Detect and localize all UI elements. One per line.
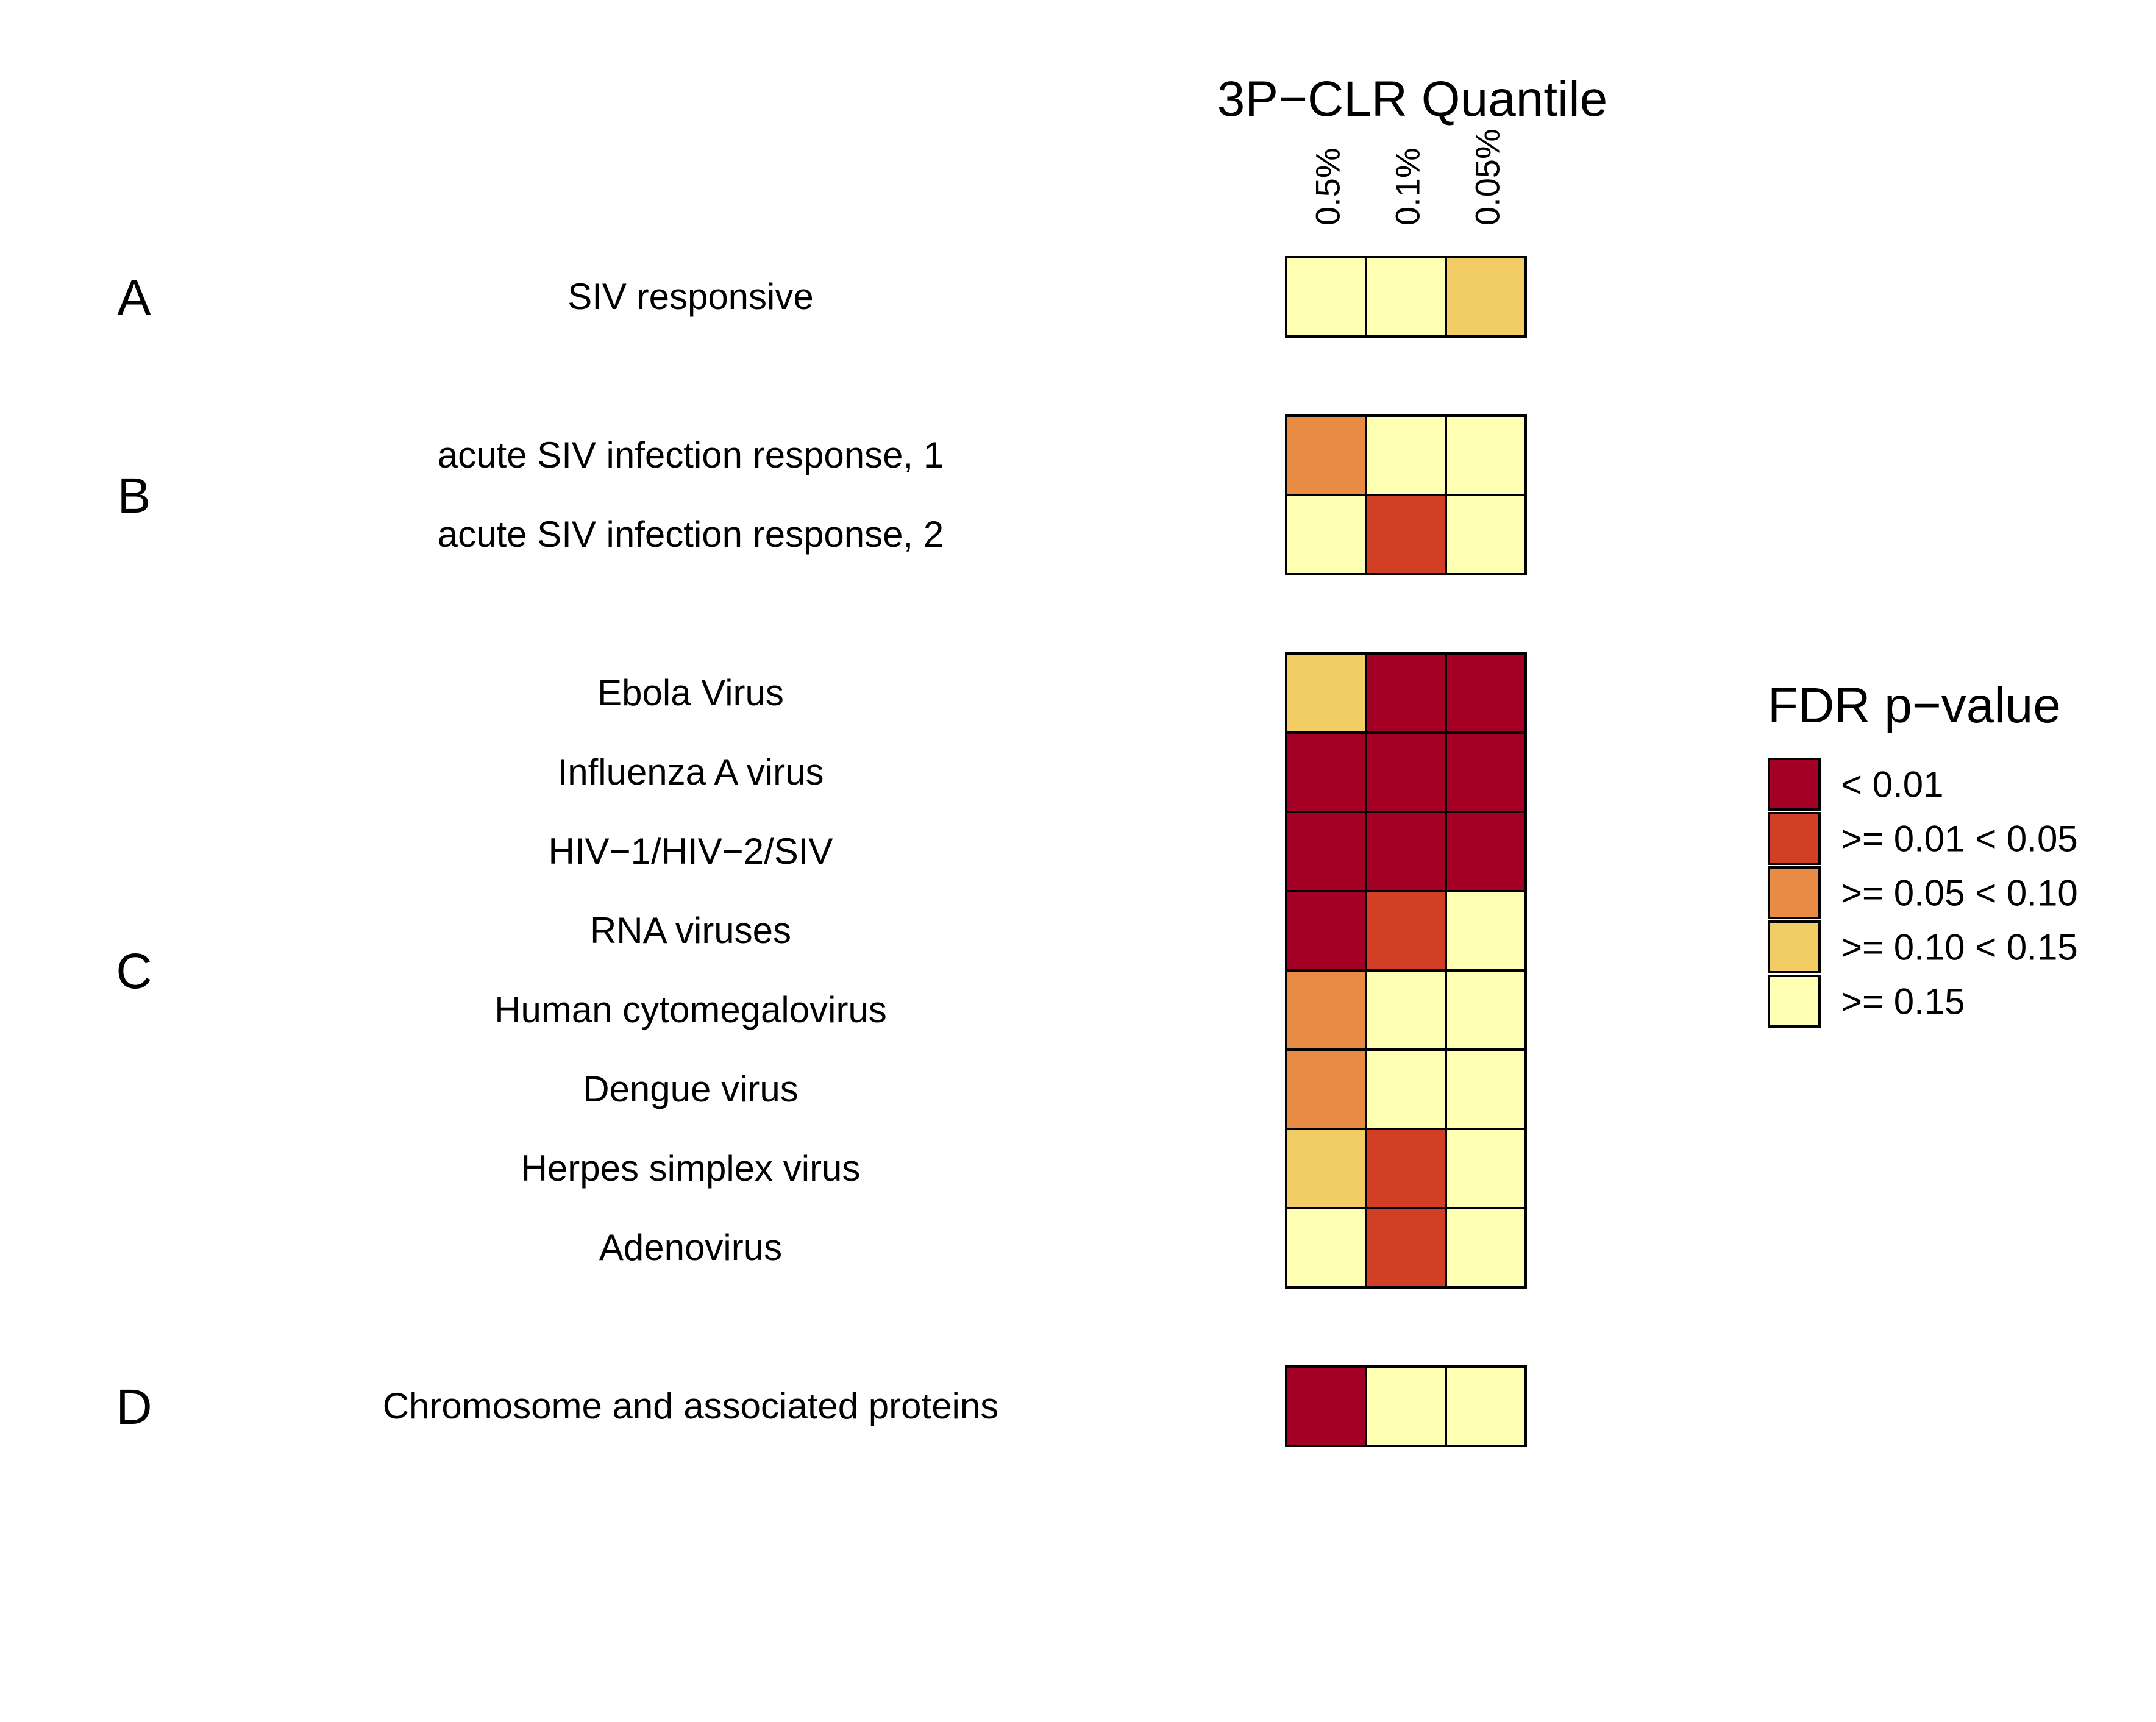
column-label: 0.05% xyxy=(1468,129,1507,226)
row-label: SIV responsive xyxy=(567,276,814,317)
heatmap-cell xyxy=(1365,494,1447,575)
heatmap-cell xyxy=(1445,811,1527,892)
group-labels: A B C D xyxy=(116,270,152,1435)
column-label: 0.5% xyxy=(1309,148,1347,226)
heatmap-cells xyxy=(1285,256,1527,1447)
group-label: D xyxy=(116,1379,152,1435)
heatmap-cell xyxy=(1445,1365,1527,1447)
heatmap-cell xyxy=(1285,256,1367,338)
heatmap-cell xyxy=(1365,1365,1447,1447)
legend-label: >= 0.01 < 0.05 xyxy=(1841,819,2078,859)
heatmap-cell xyxy=(1285,1128,1367,1209)
heatmap-cell xyxy=(1285,811,1367,892)
legend-swatch xyxy=(1768,758,1821,811)
heatmap-cell xyxy=(1365,1128,1447,1209)
heatmap-cell xyxy=(1445,256,1527,338)
heatmap-cell xyxy=(1365,1207,1447,1289)
heatmap-cell xyxy=(1365,969,1447,1051)
row-label: acute SIV infection response, 1 xyxy=(438,435,944,475)
heatmap-cell xyxy=(1445,652,1527,734)
legend-swatch xyxy=(1768,975,1821,1028)
heatmap-cell xyxy=(1445,1048,1527,1130)
row-label: Adenovirus xyxy=(599,1227,782,1268)
heatmap-cell xyxy=(1365,256,1447,338)
heatmap-cell xyxy=(1285,731,1367,813)
legend-label: >= 0.15 xyxy=(1841,981,1965,1022)
row-label: Chromosome and associated proteins xyxy=(383,1386,999,1426)
row-label: Influenza A virus xyxy=(558,752,824,792)
heatmap-cell xyxy=(1445,1207,1527,1289)
heatmap-cell xyxy=(1365,1048,1447,1130)
heatmap-cell xyxy=(1445,414,1527,496)
row-label: acute SIV infection response, 2 xyxy=(438,514,944,555)
legend-label: >= 0.05 < 0.10 xyxy=(1841,873,2078,914)
heatmap-cell xyxy=(1285,414,1367,496)
row-label: Dengue virus xyxy=(583,1069,799,1109)
heatmap-cell xyxy=(1285,890,1367,972)
heatmap-cell xyxy=(1285,494,1367,575)
group-label: B xyxy=(118,468,151,524)
legend-swatch xyxy=(1768,812,1821,865)
row-label: Human cytomegalovirus xyxy=(494,989,887,1030)
heatmap-cell xyxy=(1445,494,1527,575)
legend-swatch xyxy=(1768,920,1821,973)
heatmap-cell xyxy=(1285,969,1367,1051)
heatmap-cell xyxy=(1365,414,1447,496)
heatmap-cell xyxy=(1285,1365,1367,1447)
row-label: Ebola Virus xyxy=(597,672,784,713)
group-label: A xyxy=(118,270,151,326)
heatmap-cell xyxy=(1365,731,1447,813)
legend-label: >= 0.10 < 0.15 xyxy=(1841,927,2078,968)
heatmap-cell xyxy=(1365,652,1447,734)
legend-label: < 0.01 xyxy=(1841,764,1944,805)
heatmap-cell xyxy=(1445,969,1527,1051)
heatmap-cell xyxy=(1445,731,1527,813)
heatmap-cell xyxy=(1285,1048,1367,1130)
heatmap-cell xyxy=(1285,1207,1367,1289)
heatmap-cell xyxy=(1445,890,1527,972)
legend-swatch xyxy=(1768,866,1821,919)
heatmap-cell xyxy=(1365,890,1447,972)
column-labels: 0.5% 0.1% 0.05% xyxy=(1309,129,1507,226)
legend-title: FDR p−value xyxy=(1768,678,2061,733)
heatmap-cell xyxy=(1365,811,1447,892)
row-label: RNA viruses xyxy=(590,910,791,951)
chart-title: 3P−CLR Quantile xyxy=(1217,71,1607,127)
heatmap-cell xyxy=(1285,652,1367,734)
row-label: HIV−1/HIV−2/SIV xyxy=(549,831,833,872)
column-label: 0.1% xyxy=(1389,148,1427,226)
group-label: C xyxy=(116,944,152,999)
heatmap-cell xyxy=(1445,1128,1527,1209)
legend: FDR p−value < 0.01 >= 0.01 < 0.05 >= 0.05 … xyxy=(1768,678,2078,1028)
row-labels: SIV responsive acute SIV infection respon… xyxy=(383,276,999,1426)
row-label: Herpes simplex virus xyxy=(521,1148,861,1189)
